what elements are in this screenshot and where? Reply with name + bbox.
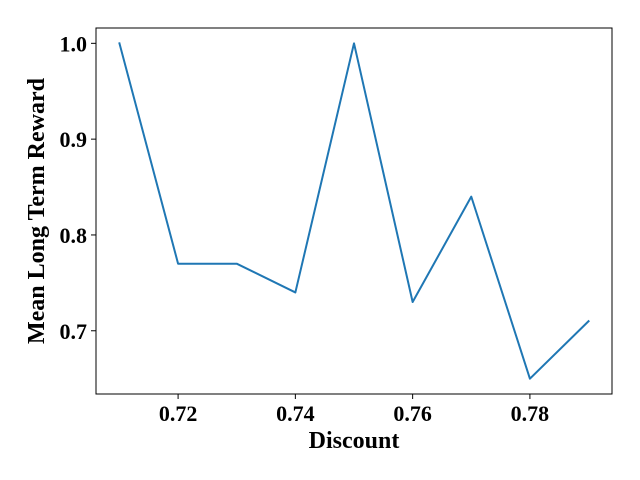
y-tick-label: 0.7 [60, 319, 88, 344]
x-tick-label: 0.78 [511, 401, 550, 426]
x-tick-label: 0.72 [159, 401, 198, 426]
y-tick-label: 0.9 [60, 127, 88, 152]
y-tick-label: 0.8 [60, 223, 88, 248]
plot-area [118, 42, 590, 380]
x-axis-label: Discount [309, 428, 400, 454]
x-axis: 0.72 0.74 0.76 0.78 [159, 394, 549, 426]
axes-frame [95, 27, 613, 395]
y-tick-label: 1.0 [60, 31, 88, 56]
series-line-0 [118, 42, 590, 380]
x-tick-label: 0.76 [393, 401, 432, 426]
y-axis-label: Mean Long Term Reward [24, 77, 50, 344]
y-axis: 0.7 0.8 0.9 1.0 [60, 31, 96, 344]
x-tick-label: 0.74 [276, 401, 315, 426]
